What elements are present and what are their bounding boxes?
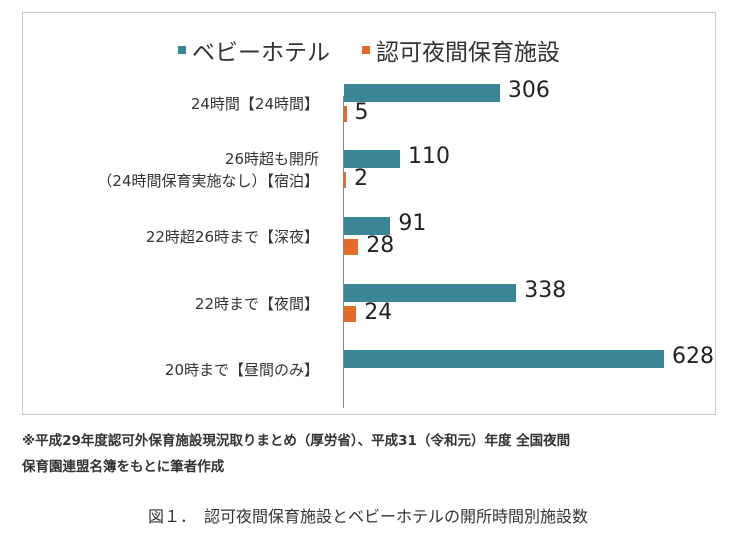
- data-label: 628: [672, 344, 714, 369]
- data-label: 2: [354, 166, 368, 191]
- bar-babyhotel: [344, 84, 500, 102]
- data-label: 110: [408, 144, 451, 169]
- legend-label: 認可夜間保育施設: [376, 40, 560, 66]
- source-note-line-2: 保育園連盟名簿をもとに筆者作成: [22, 459, 225, 475]
- bar-licensed-night: [344, 239, 359, 255]
- chart-frame: ベビーホテル 認可夜間保育施設 24時間【24時間】 306 5 26時超も開所 （24時…: [22, 12, 716, 415]
- source-note: ※平成29年度認可外保育施設現況取りまとめ（厚労省）、平成31（令和元）年度 全…: [22, 428, 570, 480]
- data-label: 28: [366, 233, 395, 258]
- category-axis: [343, 96, 344, 408]
- data-label: 338: [524, 278, 567, 303]
- source-note-line-1: ※平成29年度認可外保育施設現況取りまとめ（厚労省）、平成31（令和元）年度 全…: [22, 433, 571, 449]
- data-label: 91: [398, 211, 427, 236]
- bar-babyhotel: [344, 284, 517, 302]
- legend: ベビーホテル 認可夜間保育施設: [23, 33, 715, 67]
- category-label: 26時超も開所 （24時間保育実施なし）【宿泊】: [97, 150, 319, 190]
- category-label: 24時間【24時間】: [190, 95, 319, 113]
- bar-babyhotel: [344, 217, 391, 235]
- category-label: 22時超26時まで【深夜】: [145, 228, 319, 246]
- data-label: 306: [507, 78, 550, 103]
- legend-item-1: 認可夜間保育施設: [362, 33, 560, 67]
- bar-licensed-night: [344, 306, 357, 322]
- bar-licensed-night: [344, 106, 347, 122]
- bar-licensed-night: [344, 172, 346, 188]
- category-label: 20時まで【昼間のみ】: [164, 361, 319, 379]
- figure-caption: 図１． 認可夜間保育施設とベビーホテルの開所時間別施設数: [147, 507, 588, 526]
- bar-babyhotel: [344, 150, 401, 168]
- category-label: 22時まで【夜間】: [194, 295, 319, 313]
- legend-swatch: [362, 46, 370, 54]
- data-label: 24: [364, 300, 393, 325]
- bar-babyhotel: [344, 350, 664, 368]
- legend-item-0: ベビーホテル: [178, 33, 330, 67]
- data-label: 5: [354, 100, 369, 125]
- legend-swatch: [178, 46, 186, 54]
- legend-label: ベビーホテル: [192, 40, 330, 66]
